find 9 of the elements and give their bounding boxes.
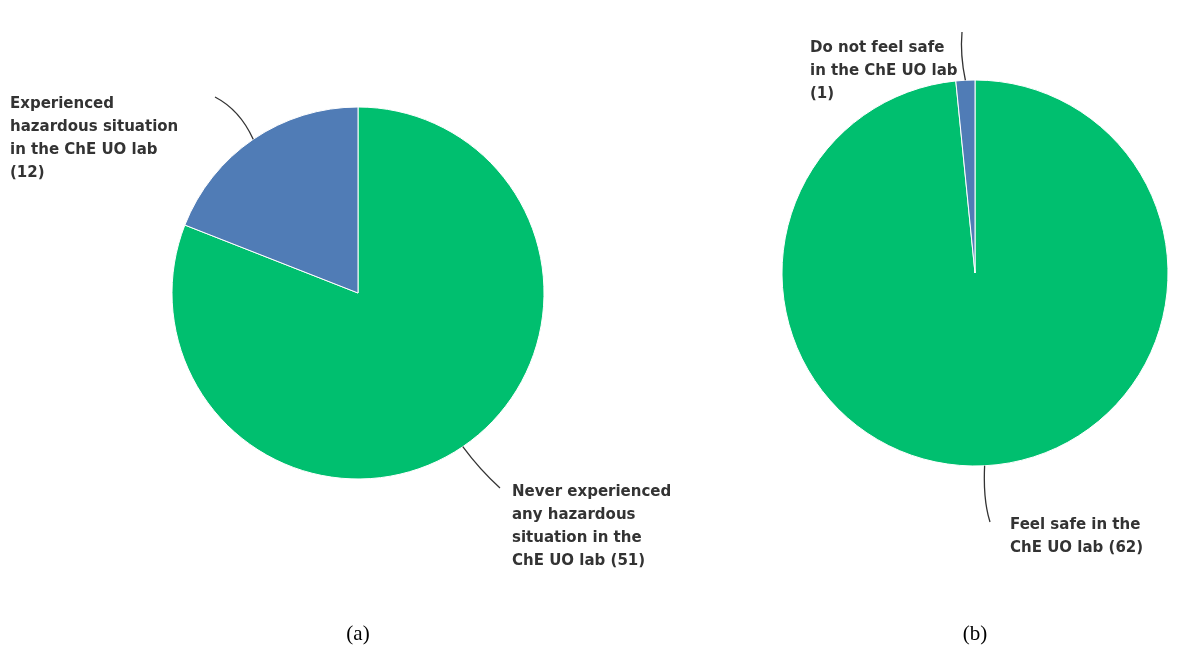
text: (b) xyxy=(962,621,988,645)
slice-label: Feel safe in the ChE UO lab (62) xyxy=(1010,515,1144,556)
slice-label: Never experienced any hazardous situation in the ChE UO lab (51) xyxy=(512,482,672,569)
data-label: (12) xyxy=(10,163,45,181)
text: (a) xyxy=(346,621,370,645)
slice-label: Do not feel safe in the ChE UO lab xyxy=(810,38,958,79)
slice-label: Experienced hazardous situation in the ChE UO lab xyxy=(10,94,179,158)
pie-slice xyxy=(781,79,1169,467)
data-label: (1) xyxy=(810,84,835,102)
